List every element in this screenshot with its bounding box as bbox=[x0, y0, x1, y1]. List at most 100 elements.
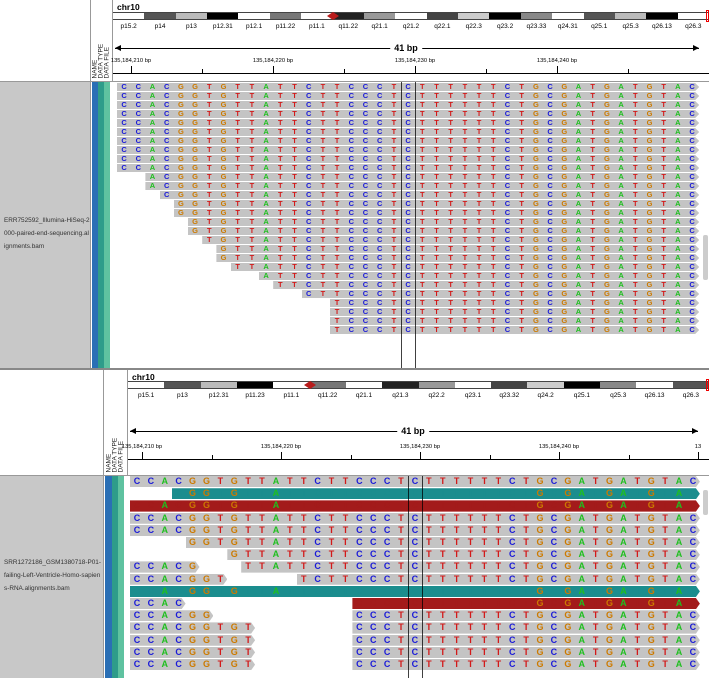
cytoband-p13[interactable] bbox=[175, 12, 208, 20]
attr-datatype-swatch[interactable] bbox=[112, 476, 118, 678]
track-name-panel[interactable]: SRR1272186_GSM1380718-P01-failing-Left-V… bbox=[0, 476, 104, 678]
cytoband-p12-31[interactable] bbox=[207, 12, 239, 20]
cytoband-q23-2[interactable] bbox=[489, 12, 521, 20]
cytoband-q26-3[interactable] bbox=[677, 12, 709, 20]
cytoband-q25-1[interactable] bbox=[563, 381, 601, 389]
cytoband-q25-3[interactable] bbox=[600, 381, 637, 389]
cytoband-q21-1[interactable] bbox=[345, 381, 383, 389]
attr-name-swatch[interactable] bbox=[105, 476, 112, 678]
cytoband-p11-23[interactable] bbox=[236, 381, 274, 389]
cytoband-q25-1[interactable] bbox=[583, 12, 615, 20]
cytoband-q21-3[interactable] bbox=[382, 381, 419, 389]
cytoband-p11-1[interactable] bbox=[301, 12, 333, 20]
cytoband-p13[interactable] bbox=[164, 381, 201, 389]
cytoband-q24-31[interactable] bbox=[552, 12, 584, 20]
ruler-area[interactable]: chr10 p15.2 p14 p13 p12.31 p12.1 p11.22 p11.1 q… bbox=[111, 0, 709, 82]
cytoband-p14[interactable] bbox=[144, 12, 176, 20]
attr-datafile-swatch[interactable] bbox=[118, 476, 124, 678]
cytoband-q23-33[interactable] bbox=[520, 12, 553, 20]
cytoband-q22-1[interactable] bbox=[426, 12, 459, 20]
track-attributes[interactable] bbox=[91, 82, 113, 368]
cytoband-q21-1[interactable] bbox=[363, 12, 396, 20]
cytoband-p15-2[interactable] bbox=[113, 12, 145, 20]
track-name-panel[interactable]: ERR752592_Illumina-HiSeq-2000-paired-end… bbox=[0, 82, 91, 368]
top-scrollbar[interactable] bbox=[703, 235, 708, 280]
cytoband-p12-31[interactable] bbox=[200, 381, 237, 389]
bottom-scrollbar[interactable] bbox=[703, 490, 708, 515]
cytoband-q23-32[interactable] bbox=[491, 381, 528, 389]
cytoband-q11-22[interactable] bbox=[332, 12, 364, 20]
cytoband-q11-22[interactable] bbox=[309, 381, 346, 389]
cytoband-q22-2[interactable] bbox=[418, 381, 455, 389]
cytoband-p12-1[interactable] bbox=[238, 12, 270, 20]
cytoband-q25-3[interactable] bbox=[614, 12, 647, 20]
ideogram[interactable]: p15.1 p13 p12.31 p11.23 p11.1 q11.22 q21.1 q21.… bbox=[128, 379, 709, 399]
track-attributes[interactable] bbox=[104, 476, 128, 678]
cytoband-q23-1[interactable] bbox=[454, 381, 492, 389]
attr-datafile-swatch[interactable] bbox=[104, 82, 110, 368]
cytoband-p15-1[interactable] bbox=[128, 381, 165, 389]
cytoband-p11-22[interactable] bbox=[269, 12, 302, 20]
cytoband-q26-13[interactable] bbox=[636, 381, 673, 389]
cytoband-q21-2[interactable] bbox=[395, 12, 427, 20]
cytoband-q26-3[interactable] bbox=[672, 381, 709, 389]
cytoband-p11-1[interactable] bbox=[273, 381, 310, 389]
attribute-header[interactable]: NAME DATA TYPE DATA FILE bbox=[104, 370, 128, 476]
attr-name-swatch[interactable] bbox=[92, 82, 98, 368]
ideogram[interactable]: p15.2 p14 p13 p12.31 p12.1 p11.22 p11.1 q11.22 q… bbox=[113, 10, 709, 30]
attribute-header[interactable]: NAME DATA TYPE DATA FILE bbox=[91, 0, 113, 82]
ruler-area[interactable]: chr10 p15.1 p13 p12.31 p11.23 p11.1 q11.22 q21… bbox=[122, 370, 709, 476]
panel-divider[interactable] bbox=[0, 368, 709, 370]
cytoband-q26-13[interactable] bbox=[646, 12, 678, 20]
cytoband-q24-2[interactable] bbox=[527, 381, 564, 389]
